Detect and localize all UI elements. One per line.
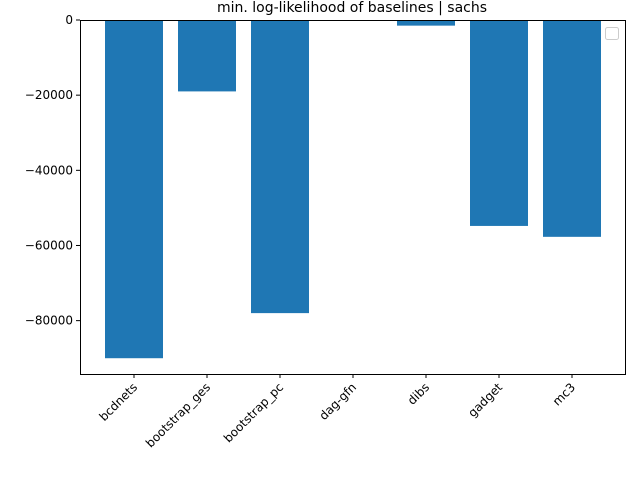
x-axis: bcdnets bootstrap_ges bootstrap_pc dag-gfn d… [96,374,578,450]
y-tick-label: −40000 [25,163,73,177]
bars-group [105,20,601,359]
y-tick-label: 0 [65,13,73,27]
x-tick-label-gadget: gadget [465,380,505,420]
y-tick-label: −80000 [25,314,73,328]
chart-title: min. log-likelihood of baselines | sachs [217,0,487,16]
x-tick-label-dag-gfn: dag-gfn [316,380,359,423]
bar-gadget [470,20,528,226]
x-tick-label-bootstrap_ges: bootstrap_ges [143,380,213,450]
x-tick-label-bootstrap_pc: bootstrap_pc [221,380,286,445]
legend-box [605,27,619,40]
x-tick-label-bcdnets: bcdnets [96,380,140,424]
bar-bootstrap_pc [251,20,309,314]
bar-bcdnets [105,20,163,359]
plot-frame [80,20,626,375]
y-tick-label: −60000 [25,238,73,252]
bar-bootstrap_ges [178,20,236,92]
bar-dibs [397,20,455,26]
x-tick-label-dibs: dibs [405,380,432,407]
bar-mc3 [543,20,601,237]
y-axis: 0 −20000 −40000 −60000 −80000 [25,13,80,328]
y-tick-label: −20000 [25,88,73,102]
x-tick-label-mc3: mc3 [550,380,578,408]
